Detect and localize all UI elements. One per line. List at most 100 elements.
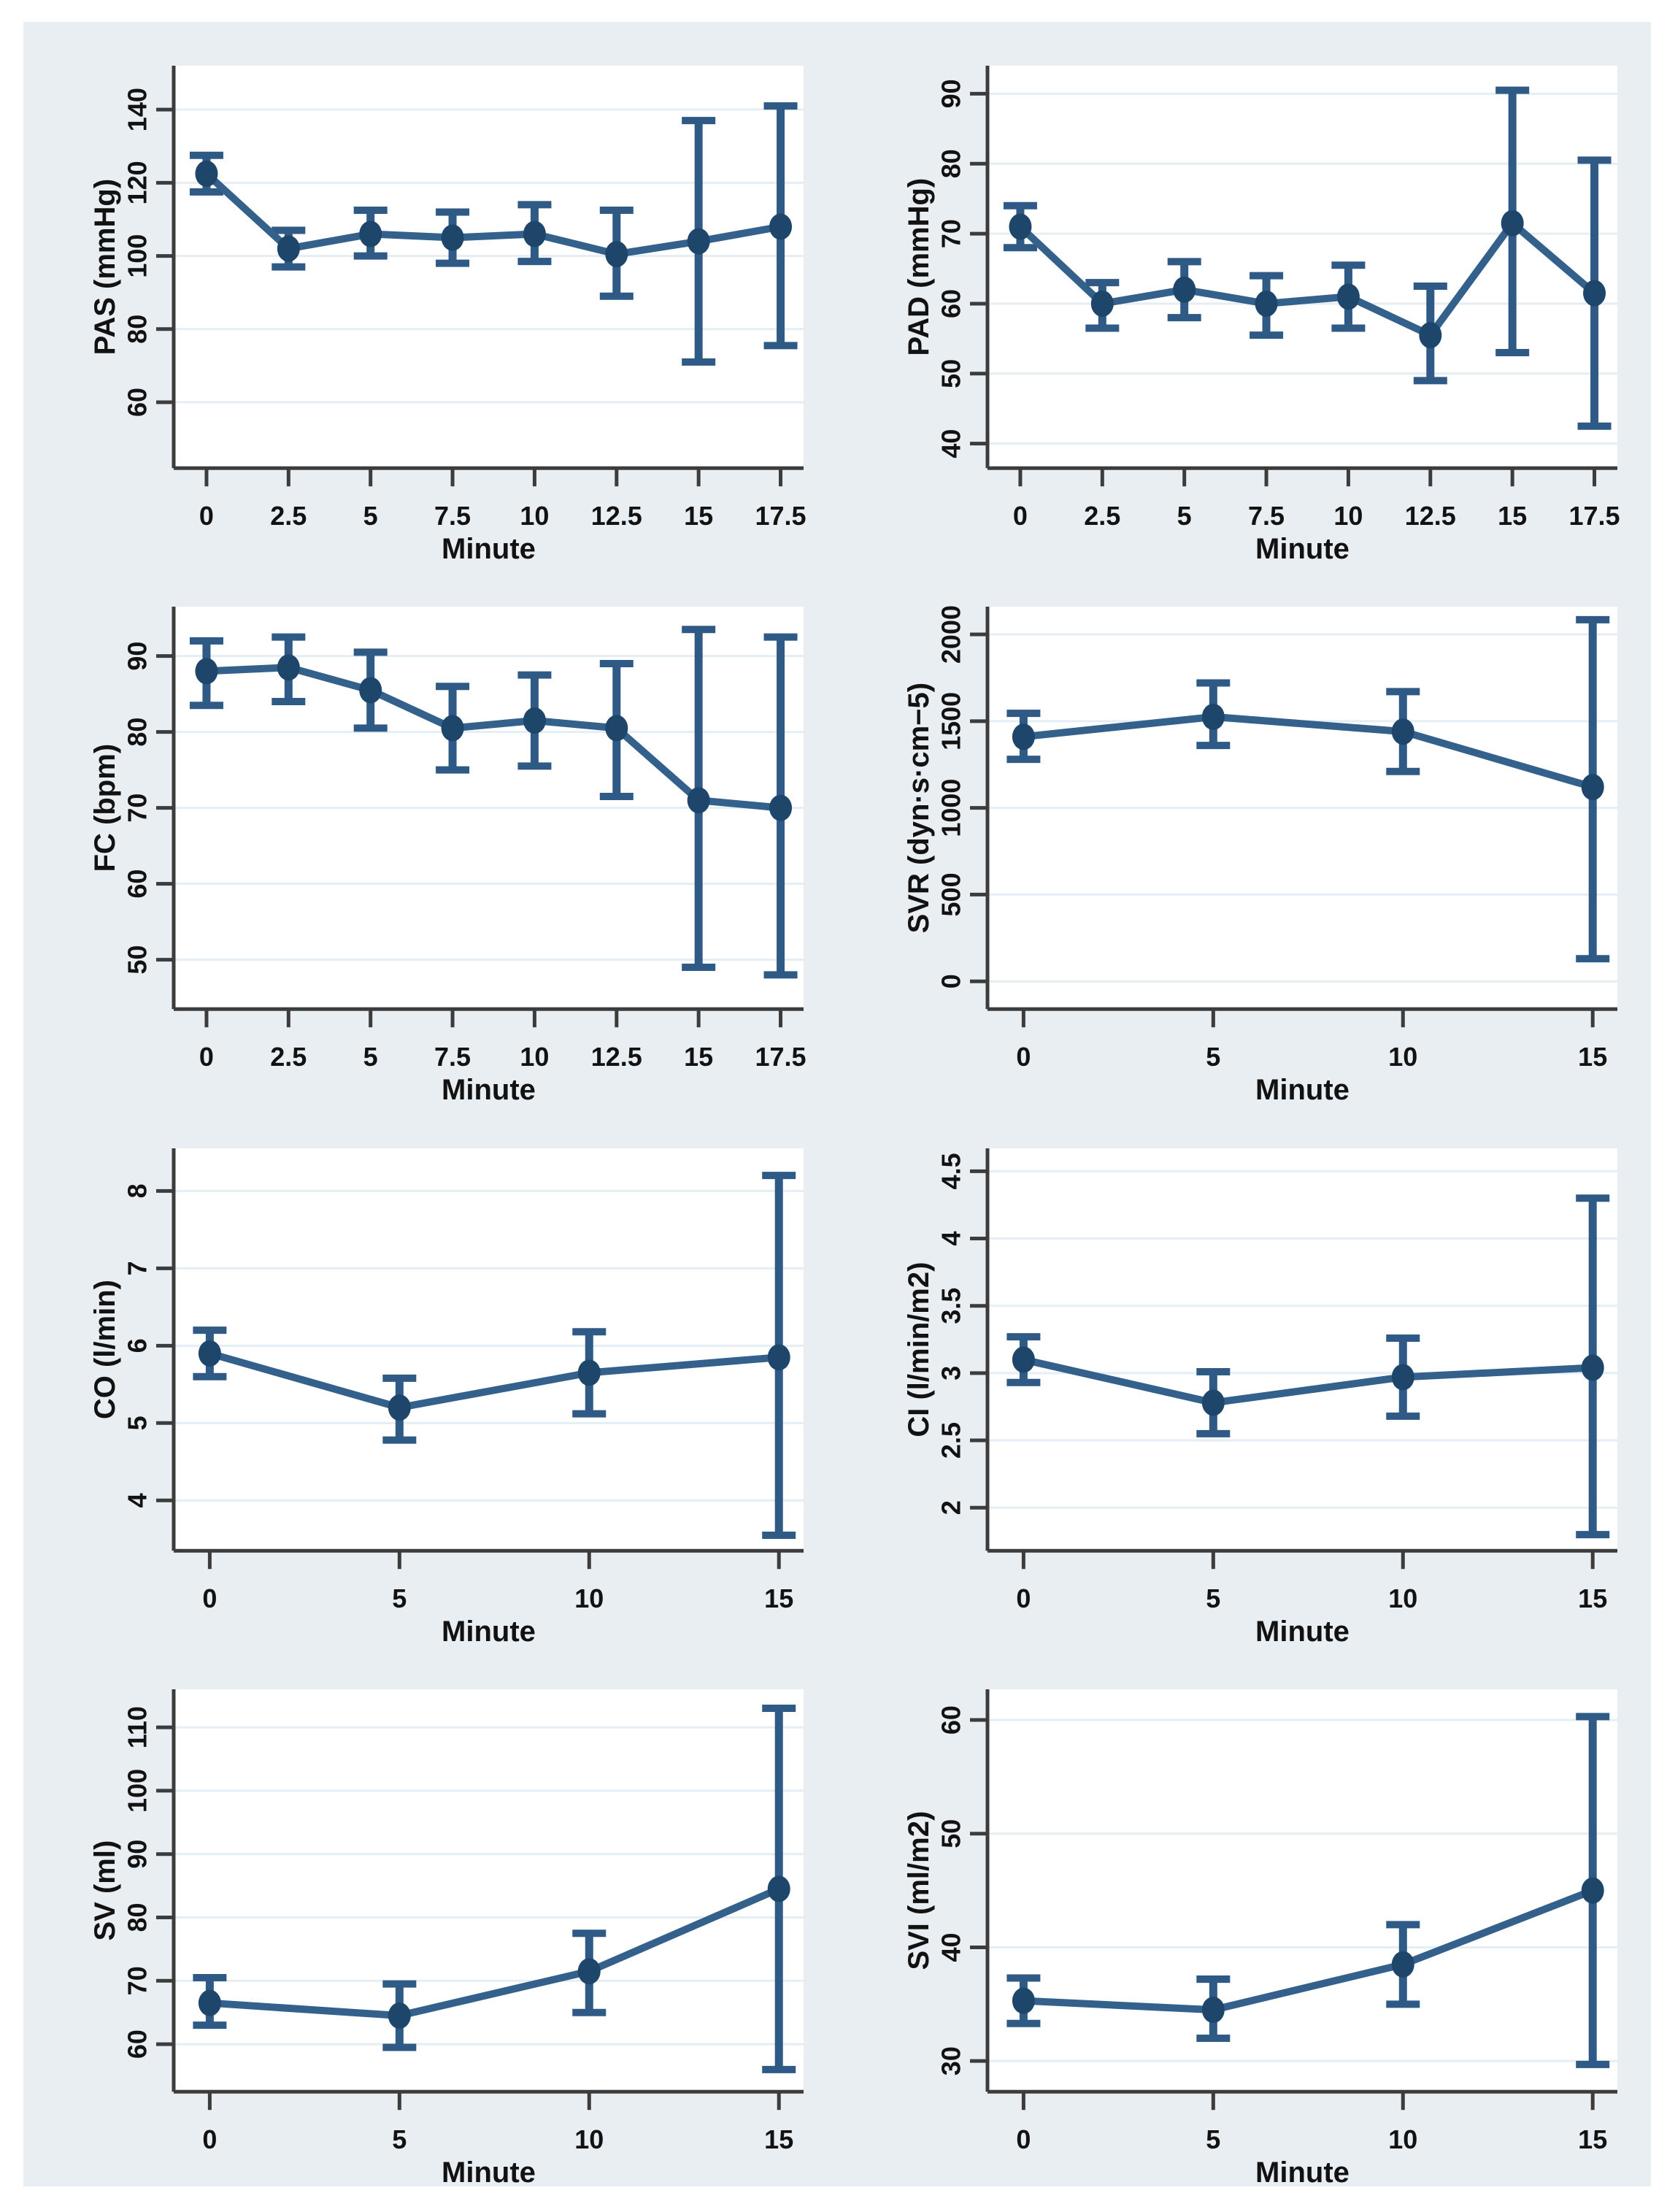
x-tick-label: 15 [1578,1583,1607,1613]
y-axis-title: SVI (ml/m2) [903,1810,935,1970]
y-tick-label: 6 [123,1338,153,1353]
data-point-marker [198,1989,221,2016]
y-tick-labels: 60 70 80 90 100 110 [123,1706,174,2059]
y-axis-title: CI (l/min/m2) [903,1261,935,1437]
axes [985,1148,1617,1553]
x-tick-label: 0 [202,2124,217,2154]
data-point-marker [1583,280,1606,307]
y-axis-title: PAS (mmHg) [89,179,121,356]
x-tick-label: 5 [392,1583,407,1613]
y-axis-title: FC (bpm) [89,744,121,872]
x-tick-label: 10 [1333,501,1363,531]
data-point-marker [1391,1951,1414,1978]
plot-area [988,66,1617,469]
x-axis-title: Minute [1255,1074,1350,1104]
x-tick-labels: 0 2.5 5 7.5 10 12.5 15 17.5 [1013,468,1620,531]
series-markers [1012,1345,1604,1416]
y-tick-label: 50 [123,945,153,975]
data-point-marker [1581,1353,1604,1381]
y-tick-label: 60 [936,289,966,318]
data-point-marker [1201,1996,1225,2023]
error-bars [1003,86,1612,430]
data-point-marker [1201,704,1225,731]
x-tick-label: 0 [199,1042,214,1072]
gridlines [174,1726,804,2046]
data-point-marker [1012,1345,1035,1372]
x-tick-label: 2.5 [270,1042,307,1072]
y-tick-label: 3.5 [936,1287,966,1324]
x-tick-label: 7.5 [1248,501,1285,531]
y-tick-labels: 50 60 70 80 90 [123,642,174,975]
data-point-marker [769,213,793,240]
y-tick-labels: 2 2.5 3 3.5 4 4.5 [936,1153,988,1515]
data-point-marker [523,707,546,734]
series-line [206,1349,783,1411]
y-tick-label: 60 [936,1705,966,1735]
x-tick-label: 0 [1013,501,1028,531]
y-tick-label: 70 [123,1966,153,1995]
y-tick-label: 60 [123,869,153,899]
series-markers [1012,704,1604,801]
data-point-marker [1255,290,1278,317]
chart-fc-svg: 50 60 70 80 90 0 2.5 5 7.5 10 12.5 15 17.5 FC (bpm) Mi… [89,607,806,1105]
data-point-marker [767,1875,790,1902]
data-point-marker [1391,1363,1414,1390]
y-tick-label: 80 [936,149,966,178]
chart-svi-svg: 30 40 50 60 0 5 10 15 SVI (ml/m2) Minute [903,1689,1617,2186]
x-tick-label: 7.5 [434,501,471,531]
series-markers [195,654,793,821]
axes [172,1148,804,1553]
chart-svi: 30 40 50 60 0 5 10 15 SVI (ml/m2) Minute [837,1645,1651,2186]
x-axis-title: Minute [1255,2157,1350,2186]
chart-svr: 0 500 1000 1500 2000 0 5 10 15 SVR (dyn·s·cm−5) Mi… [837,563,1651,1105]
series-markers [1009,210,1606,349]
chart-pad: 40 50 60 70 80 90 0 2.5 5 7.5 10 12.5 15 17.5 PAD (mmH… [837,22,1651,563]
data-point-marker [388,1394,411,1421]
data-point-marker [1336,283,1360,310]
data-point-marker [1012,723,1035,750]
x-tick-label: 15 [684,1042,713,1072]
y-tick-label: 40 [936,429,966,458]
gridlines [174,1189,804,1502]
x-tick-label: 12.5 [1405,501,1456,531]
chart-ci-svg: 2 2.5 3 3.5 4 4.5 0 5 10 15 CI (l/min/m2) Minute [903,1148,1617,1645]
x-axis-title: Minute [442,1074,536,1104]
y-tick-label: 3 [936,1365,966,1380]
y-tick-label: 70 [936,219,966,248]
y-tick-label: 100 [123,234,153,278]
data-point-marker [1009,213,1032,240]
data-point-marker [769,794,793,821]
series-line [206,1885,783,2019]
y-tick-label: 90 [936,79,966,108]
y-tick-label: 30 [936,2046,966,2075]
y-tick-label: 90 [123,1839,153,1868]
series-markers [198,1875,790,2029]
axes [172,1689,804,2094]
series-line [1020,713,1597,791]
y-tick-label: 110 [123,1706,153,1748]
data-point-marker [277,654,300,681]
x-tick-label: 10 [1388,1042,1417,1072]
x-axis-title: Minute [442,533,536,563]
x-tick-label: 5 [363,1042,378,1072]
data-point-marker [605,241,628,268]
data-point-marker [523,220,546,247]
y-tick-label: 60 [123,2029,153,2059]
x-tick-label: 15 [1498,501,1527,531]
plot-area [174,1689,804,2092]
plot-area [988,1689,1617,2092]
data-point-marker [277,235,300,262]
x-tick-label: 5 [1206,1042,1220,1072]
data-point-marker [441,715,464,742]
data-point-marker [577,1359,601,1386]
y-tick-label: 50 [936,359,966,388]
x-tick-label: 10 [520,1042,549,1072]
data-point-marker [687,228,710,255]
y-tick-labels: 30 40 50 60 [936,1705,988,2075]
chart-pas-svg: 60 80 100 120 140 0 2.5 5 7.5 10 12.5 15 17.5 PAS (mm… [89,66,806,563]
error-bars [189,102,798,366]
x-tick-labels: 0 2.5 5 7.5 10 12.5 15 17.5 [199,1009,806,1072]
series-line [202,169,785,258]
data-point-marker [577,1958,601,1985]
